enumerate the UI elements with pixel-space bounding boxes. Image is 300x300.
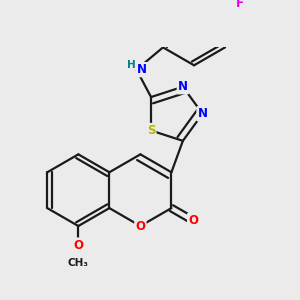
- Text: F: F: [236, 0, 244, 10]
- Text: N: N: [197, 107, 208, 120]
- Text: S: S: [147, 124, 155, 137]
- Text: O: O: [73, 238, 83, 252]
- Text: N: N: [178, 80, 188, 93]
- Text: CH₃: CH₃: [68, 258, 89, 268]
- Text: O: O: [135, 220, 146, 232]
- Text: N: N: [137, 63, 147, 76]
- Text: O: O: [188, 214, 198, 227]
- Text: H: H: [127, 60, 136, 70]
